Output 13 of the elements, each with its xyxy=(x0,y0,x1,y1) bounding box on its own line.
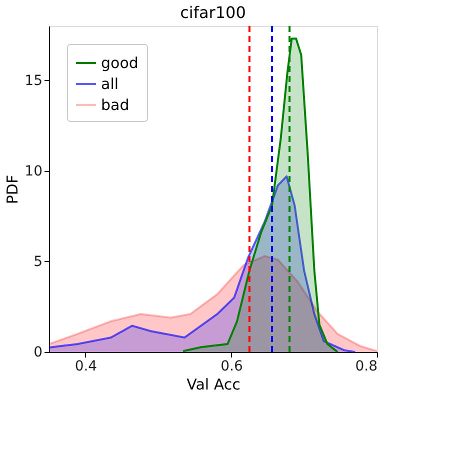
x-tick-label: 0.6 xyxy=(220,358,243,374)
y-tick-label: 10 xyxy=(24,163,42,180)
legend-label: good xyxy=(101,54,138,72)
y-tick-label: 5 xyxy=(34,254,42,270)
y-tick-label: 15 xyxy=(24,72,42,89)
y-axis-title: PDF xyxy=(4,174,22,204)
y-tick-label: 0 xyxy=(34,344,42,360)
x-tick-label: 0.8 xyxy=(355,358,378,374)
chart-title: cifar100 xyxy=(180,3,246,22)
legend-label: all xyxy=(101,75,119,93)
x-axis-title: Val Acc xyxy=(186,376,240,394)
legend-label: bad xyxy=(101,96,130,114)
x-tick-label: 0.4 xyxy=(74,358,98,374)
